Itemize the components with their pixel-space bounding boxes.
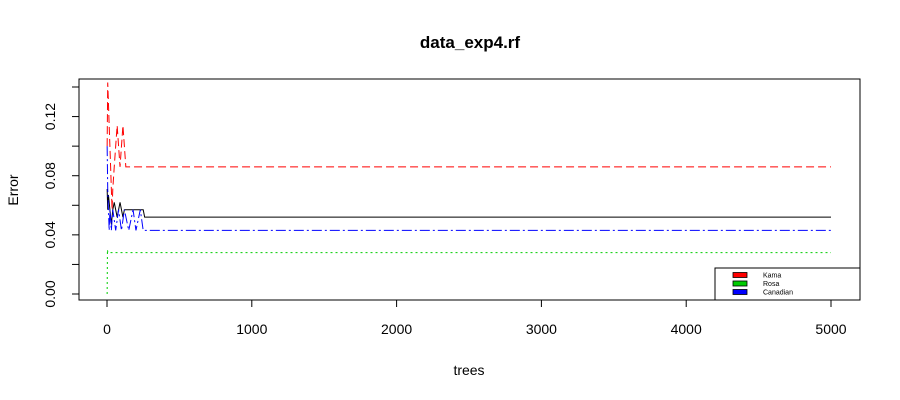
y-tick-label: 0.00 bbox=[42, 280, 58, 307]
y-axis-label: Error bbox=[5, 174, 21, 205]
y-axis: 0.00 0.04 0.08 0.12 bbox=[42, 86, 80, 308]
chart-title: data_exp4.rf bbox=[420, 33, 520, 52]
series-line-3 bbox=[106, 146, 831, 231]
x-axis: 0 1000 2000 3000 4000 5000 bbox=[103, 299, 847, 337]
x-tick-label: 0 bbox=[103, 321, 111, 337]
series-line-0 bbox=[106, 189, 831, 225]
x-axis-label: trees bbox=[453, 362, 484, 378]
legend-label: Canadian bbox=[763, 290, 793, 297]
series-layer bbox=[106, 82, 831, 295]
plot-frame bbox=[78, 78, 861, 301]
x-tick-label: 4000 bbox=[671, 321, 702, 337]
x-tick-label: 3000 bbox=[526, 321, 557, 337]
y-tick-label: 0.08 bbox=[42, 162, 58, 189]
x-tick-label: 5000 bbox=[815, 321, 846, 337]
series-line-2 bbox=[106, 249, 831, 295]
x-tick-label: 1000 bbox=[236, 321, 267, 337]
x-tick-label: 2000 bbox=[381, 321, 412, 337]
legend-swatch bbox=[732, 280, 748, 287]
legend-label: Rosa bbox=[763, 281, 779, 288]
legend-label: Kama bbox=[763, 273, 781, 280]
y-tick-label: 0.04 bbox=[42, 221, 58, 248]
series-line-1 bbox=[106, 82, 831, 210]
y-tick-label: 0.12 bbox=[42, 103, 58, 130]
legend-swatch bbox=[732, 272, 748, 278]
legend-swatch bbox=[732, 289, 748, 295]
